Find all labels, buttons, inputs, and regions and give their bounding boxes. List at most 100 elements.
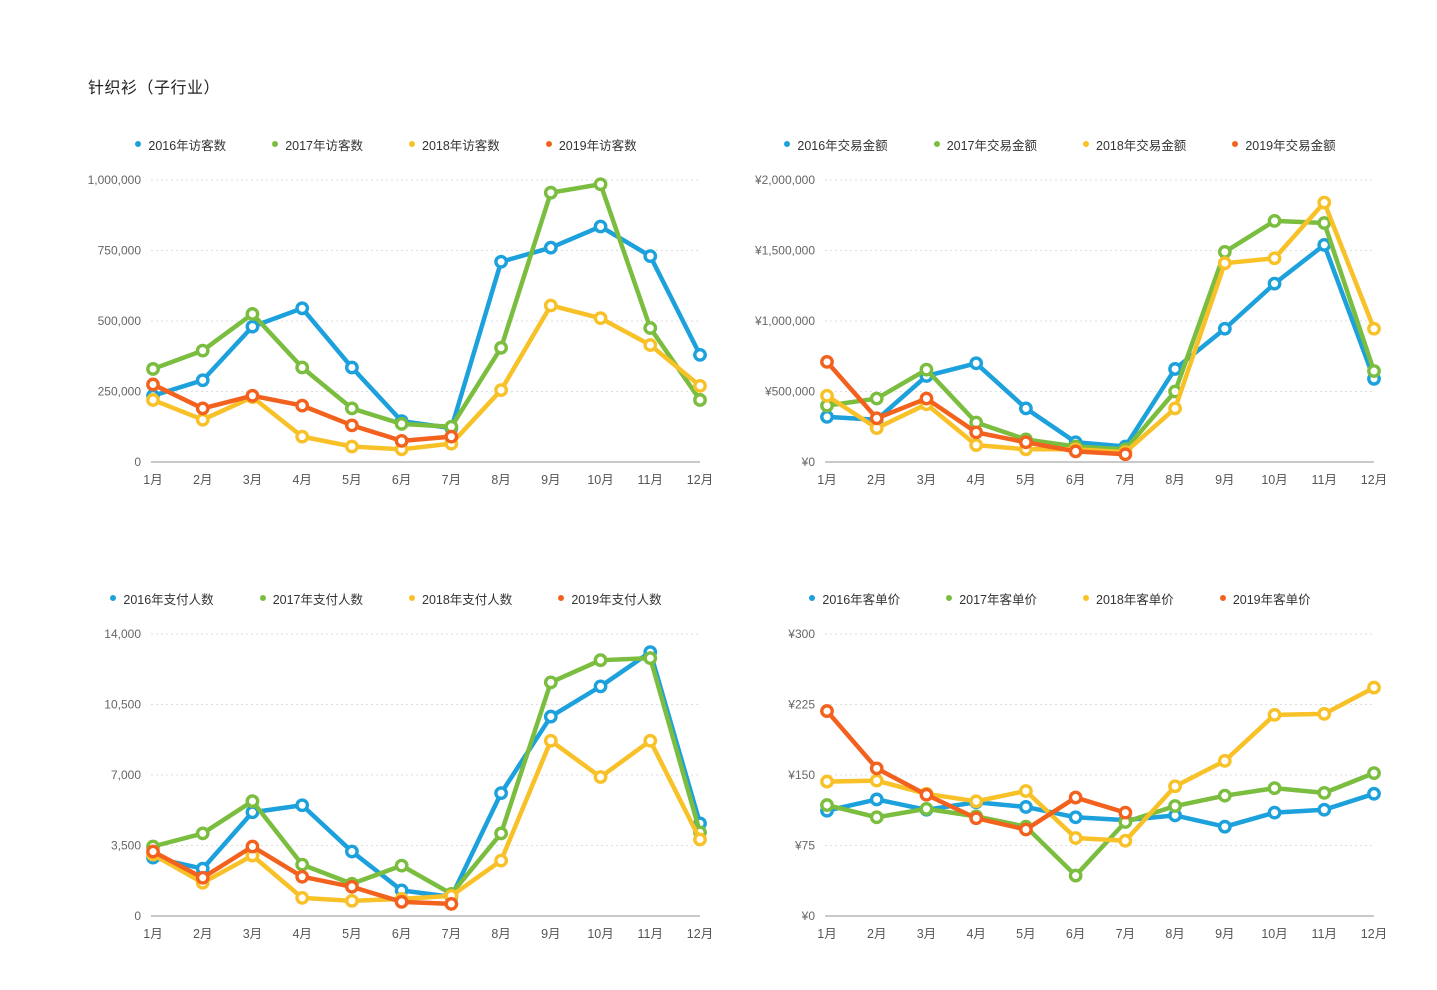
legend-ring-icon [933, 141, 940, 147]
series-line-2017年支付人数 [150, 655, 703, 897]
legend-item-2019年访客数[interactable]: 2019年访客数 [545, 135, 637, 154]
data-point-marker [969, 425, 984, 440]
data-point-marker [345, 844, 359, 859]
x-axis-tick-label: 4月 [292, 927, 311, 941]
x-axis-tick-label: 12月 [687, 473, 713, 487]
data-point-marker [1317, 707, 1332, 721]
data-point-marker [869, 761, 884, 776]
data-point-marker [1217, 819, 1232, 834]
data-point-marker [146, 393, 160, 407]
legend-item-2018年访客数[interactable]: 2018年访客数 [409, 135, 500, 154]
page-title: 针织衫（子行业） [88, 80, 221, 97]
legend-ring-icon [946, 595, 953, 601]
x-axis-tick-label: 7月 [442, 927, 461, 941]
data-point-marker [494, 826, 508, 841]
data-point-marker [1267, 805, 1282, 820]
data-point-marker [1168, 362, 1182, 376]
data-point-marker [345, 439, 359, 454]
y-axis-tick-label: ¥1,000,000 [754, 314, 815, 328]
legend-label: 2018年交易金额 [1096, 138, 1187, 153]
data-point-marker [643, 651, 658, 666]
data-point-marker [1267, 781, 1282, 796]
legend-ring-icon [558, 595, 565, 601]
visitors-chart: 2016年访客数 2017年访客数 2018年访客数 2019年访客数 1,000,0… [56, 134, 716, 500]
series-line-2017年访客数 [150, 181, 703, 429]
data-point-marker [1317, 237, 1332, 252]
y-axis-tick-label: 10,500 [104, 698, 141, 712]
data-point-marker [494, 853, 508, 868]
data-point-marker [1118, 805, 1133, 820]
legend-item-2016年支付人数[interactable]: 2016年支付人数 [110, 589, 214, 608]
legend-item-2017年访客数[interactable]: 2017年访客数 [272, 135, 363, 154]
x-axis-tick-label: 1月 [817, 927, 836, 941]
data-point-marker [295, 398, 310, 413]
legend-ring-icon [545, 141, 552, 147]
legend-item-2017年支付人数[interactable]: 2017年支付人数 [259, 589, 363, 608]
legend-item-2018年客单价[interactable]: 2018年客单价 [1083, 589, 1174, 608]
legend-label: 2016年访客数 [148, 138, 227, 153]
legend-item-2019年交易金额[interactable]: 2019年交易金额 [1232, 135, 1336, 154]
x-axis-tick-label: 10月 [1261, 927, 1287, 941]
legend-ring-icon [809, 595, 816, 601]
y-axis-tick-label: 3,500 [111, 839, 141, 853]
data-point-marker [693, 347, 707, 362]
legend-item-2016年客单价[interactable]: 2016年客单价 [809, 589, 900, 608]
legend-ring-icon [784, 141, 791, 147]
data-point-marker [494, 786, 508, 801]
series-line-2018年交易金额 [824, 200, 1377, 455]
x-axis-tick-label: 3月 [243, 927, 262, 941]
data-point-marker [1068, 810, 1083, 825]
legend-item-2018年支付人数[interactable]: 2018年支付人数 [409, 589, 512, 608]
data-point-marker [1217, 788, 1232, 803]
series-line-2016年交易金额 [824, 242, 1377, 449]
x-axis-tick-label: 1月 [143, 473, 162, 487]
legend-item-2019年客单价[interactable]: 2019年客单价 [1219, 589, 1311, 608]
legend-ring-icon [1219, 595, 1226, 601]
payers-chart: 2016年支付人数 2017年支付人数 2018年支付人数 2019年支付人数 14,… [56, 588, 716, 954]
data-point-marker [1267, 213, 1282, 228]
legend-item-2018年交易金额[interactable]: 2018年交易金额 [1083, 135, 1186, 154]
unit-price-chart-legend: 2016年客单价 2017年客单价 2018年客单价 2019年客单价 [730, 588, 1390, 608]
x-axis-tick-label: 5月 [1016, 927, 1035, 941]
legend-ring-icon [1083, 595, 1089, 601]
data-point-marker [919, 391, 934, 406]
legend-item-2017年交易金额[interactable]: 2017年交易金额 [933, 135, 1037, 154]
data-point-marker [295, 869, 310, 884]
data-point-marker [543, 675, 558, 690]
data-point-marker [195, 870, 210, 885]
data-point-marker [245, 319, 260, 334]
data-point-marker [869, 792, 884, 807]
y-axis-tick-label: ¥150 [787, 768, 815, 782]
x-axis-tick-label: 10月 [587, 927, 613, 941]
x-axis-tick-label: 11月 [638, 473, 663, 487]
payers-chart-canvas: 14,000 10,500 7,000 3,500 01月 2月 3月 4月 5月 6月 7月 8月 9… [104, 627, 713, 941]
data-point-marker [820, 798, 834, 812]
legend-item-2016年交易金额[interactable]: 2016年交易金额 [784, 135, 888, 154]
data-point-marker [295, 360, 310, 375]
data-point-marker [1317, 802, 1332, 817]
data-point-marker [494, 254, 508, 269]
legend-label: 2017年支付人数 [272, 592, 363, 607]
data-point-marker [593, 219, 608, 234]
series-line-2017年客单价 [824, 770, 1377, 878]
legend-item-2017年客单价[interactable]: 2017年客单价 [946, 589, 1037, 608]
data-point-marker [969, 794, 984, 809]
dashboard-page: 针织衫（子行业） 2016年访客数 2017年访客数 2018年访客数 2019年访客… [56, 80, 1390, 954]
data-point-marker [1317, 195, 1332, 210]
legend-item-2016年访客数[interactable]: 2016年访客数 [135, 135, 226, 154]
legend-label: 2016年支付人数 [123, 592, 214, 607]
legend-label: 2019年交易金额 [1245, 138, 1336, 153]
data-point-marker [1019, 401, 1033, 416]
legend-label: 2016年交易金额 [797, 138, 888, 153]
legend-item-2019年支付人数[interactable]: 2019年支付人数 [558, 589, 662, 608]
x-axis-tick-label: 6月 [392, 927, 411, 941]
x-axis-tick-label: 10月 [587, 473, 613, 487]
legend-label: 2018年访客数 [422, 138, 500, 153]
y-axis-tick-label: ¥0 [801, 455, 816, 469]
x-axis-tick-label: 5月 [342, 927, 361, 941]
legend-label: 2018年客单价 [1096, 592, 1174, 607]
data-point-marker [820, 354, 834, 369]
x-axis-tick-label: 3月 [917, 473, 936, 487]
data-point-marker [394, 894, 409, 909]
data-point-marker [295, 857, 310, 872]
